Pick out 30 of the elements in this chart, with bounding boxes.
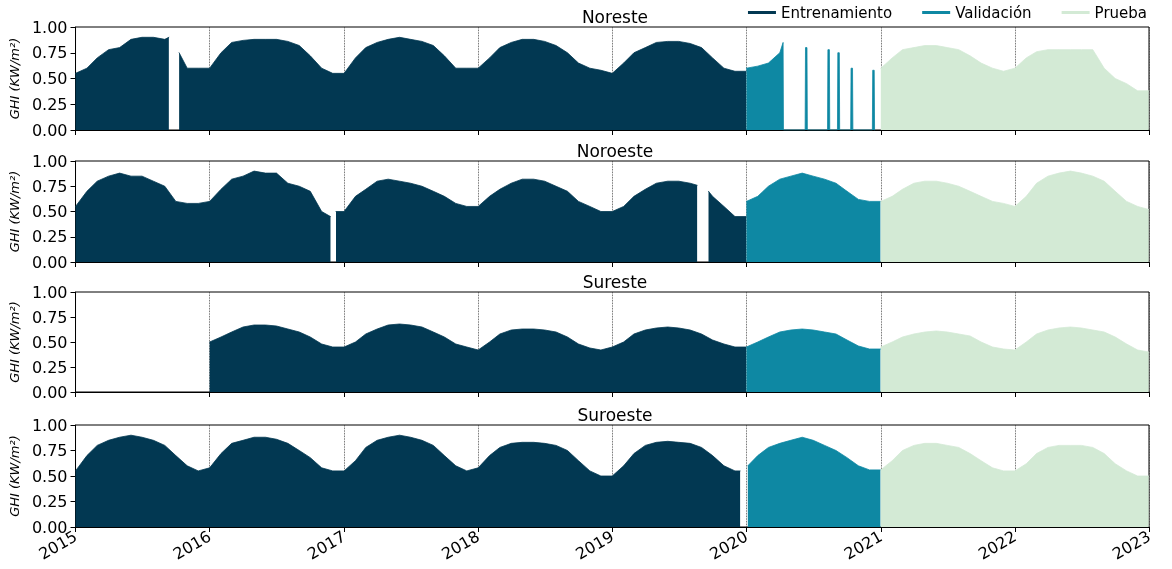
y-tick-label: 1.00	[31, 151, 68, 171]
chart-title: Suroeste	[577, 404, 653, 425]
y-tick-label: 0.00	[31, 252, 68, 272]
y-tick-label: 0.50	[31, 466, 68, 486]
y-tick-label: 0.00	[31, 120, 68, 140]
y-axis-title: GHI (KW/m²)	[7, 170, 22, 253]
y-tick-label: 0.75	[31, 441, 68, 460]
y-tick-label: 0.50	[31, 202, 68, 221]
y-tick-label: 0.75	[31, 176, 68, 196]
legend-label: Prueba	[1094, 3, 1148, 22]
y-tick-label: 1.00	[31, 415, 68, 435]
y-tick-label: 0.00	[31, 382, 68, 402]
y-tick-label: 1.00	[31, 282, 68, 302]
y-axis-title: GHI (KW/m²)	[7, 37, 22, 120]
y-tick-label: 0.50	[31, 332, 68, 352]
y-axis-title: GHI (KW/m²)	[7, 435, 22, 517]
y-tick-label: 1.00	[31, 17, 68, 37]
y-tick-label: 0.25	[31, 94, 68, 114]
legend-label: Validación	[955, 3, 1032, 22]
chart-title: Noreste	[581, 6, 649, 27]
y-tick-label: 0.50	[31, 69, 68, 88]
y-tick-label: 0.75	[31, 43, 68, 63]
y-tick-label: 0.25	[31, 227, 68, 247]
y-tick-label: 0.75	[31, 307, 68, 327]
y-tick-label: 0.25	[31, 492, 68, 511]
y-axis-title: GHI (KW/m²)	[7, 301, 22, 383]
chart-title: Sureste	[582, 271, 648, 292]
chart-title: Noroeste	[576, 140, 654, 161]
legend-label: Entrenamiento	[780, 3, 893, 22]
y-tick-label: 0.25	[31, 357, 68, 377]
